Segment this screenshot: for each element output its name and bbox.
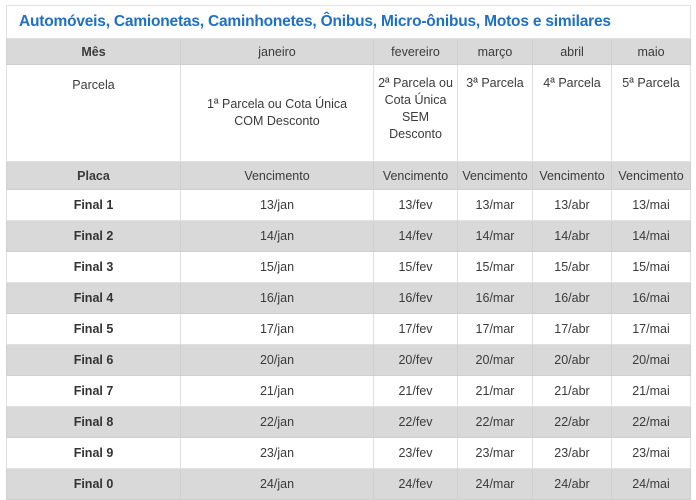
plate-label: Final 0 <box>6 468 181 500</box>
due-date-abril: 16/abr <box>532 282 612 314</box>
due-date-fevereiro: 15/fev <box>373 251 458 283</box>
installment-maio: 5ª Parcela <box>610 64 692 162</box>
due-date-marco: 22/mar <box>457 406 533 438</box>
header-label-mes: Mês <box>6 38 181 65</box>
plate-label: Final 5 <box>6 313 181 345</box>
header-vencimento-janeiro: Vencimento <box>180 161 374 190</box>
due-date-maio: 15/mai <box>610 251 692 283</box>
plate-label: Final 6 <box>6 344 181 376</box>
header-label-placa: Placa <box>6 161 181 190</box>
due-date-abril: 22/abr <box>532 406 612 438</box>
due-date-maio: 23/mai <box>610 437 692 469</box>
due-date-abril: 24/abr <box>532 468 612 500</box>
plate-label: Final 7 <box>6 375 181 407</box>
header-vencimento-marco: Vencimento <box>457 161 533 190</box>
due-date-marco: 20/mar <box>457 344 533 376</box>
header-vencimento-maio: Vencimento <box>610 161 692 190</box>
installment-header-row: Parcela 1ª Parcela ou Cota Única COM Des… <box>6 64 692 162</box>
header-month-fevereiro: fevereiro <box>373 38 458 65</box>
due-date-maio: 24/mai <box>610 468 692 500</box>
header-month-maio: maio <box>610 38 692 65</box>
due-date-marco: 16/mar <box>457 282 533 314</box>
due-date-fevereiro: 13/fev <box>373 189 458 221</box>
plate-label: Final 3 <box>6 251 181 283</box>
due-date-marco: 17/mar <box>457 313 533 345</box>
due-date-janeiro: 17/jan <box>180 313 374 345</box>
due-date-abril: 15/abr <box>532 251 612 283</box>
due-date-fevereiro: 22/fev <box>373 406 458 438</box>
due-date-janeiro: 14/jan <box>180 220 374 252</box>
plate-label: Final 4 <box>6 282 181 314</box>
due-date-fevereiro: 16/fev <box>373 282 458 314</box>
due-date-abril: 14/abr <box>532 220 612 252</box>
due-date-maio: 22/mai <box>610 406 692 438</box>
table-row: Final 9 23/jan 23/fev 23/mar 23/abr 23/m… <box>6 437 692 469</box>
due-date-fevereiro: 17/fev <box>373 313 458 345</box>
table-row: Final 5 17/jan 17/fev 17/mar 17/abr 17/m… <box>6 313 692 345</box>
due-date-maio: 13/mai <box>610 189 692 221</box>
table-row: Final 4 16/jan 16/fev 16/mar 16/abr 16/m… <box>6 282 692 314</box>
header-vencimento-abril: Vencimento <box>532 161 612 190</box>
due-date-marco: 23/mar <box>457 437 533 469</box>
header-vencimento-fevereiro: Vencimento <box>373 161 458 190</box>
table-title-cell: Automóveis, Camionetas, Caminhonetes, Ôn… <box>5 5 692 39</box>
header-month-abril: abril <box>532 38 612 65</box>
table-title-row: Automóveis, Camionetas, Caminhonetes, Ôn… <box>5 5 692 39</box>
due-date-marco: 15/mar <box>457 251 533 283</box>
due-date-maio: 20/mai <box>610 344 692 376</box>
table-row: Final 2 14/jan 14/fev 14/mar 14/abr 14/m… <box>6 220 692 252</box>
due-date-abril: 23/abr <box>532 437 612 469</box>
due-date-maio: 14/mai <box>610 220 692 252</box>
ipva-schedule-table: Automóveis, Camionetas, Caminhonetes, Ôn… <box>5 5 692 500</box>
due-date-janeiro: 22/jan <box>180 406 374 438</box>
installment-abril: 4ª Parcela <box>532 64 612 162</box>
plate-label: Final 8 <box>6 406 181 438</box>
due-date-abril: 17/abr <box>532 313 612 345</box>
due-date-janeiro: 21/jan <box>180 375 374 407</box>
header-month-janeiro: janeiro <box>180 38 374 65</box>
due-date-abril: 21/abr <box>532 375 612 407</box>
due-date-janeiro: 23/jan <box>180 437 374 469</box>
due-date-fevereiro: 24/fev <box>373 468 458 500</box>
due-date-maio: 21/mai <box>610 375 692 407</box>
page-title: Automóveis, Camionetas, Caminhonetes, Ôn… <box>19 13 611 30</box>
table-row: Final 3 15/jan 15/fev 15/mar 15/abr 15/m… <box>6 251 692 283</box>
due-date-fevereiro: 20/fev <box>373 344 458 376</box>
due-date-janeiro: 16/jan <box>180 282 374 314</box>
ipva-schedule-sheet: Automóveis, Camionetas, Caminhonetes, Ôn… <box>5 5 692 500</box>
due-date-janeiro: 24/jan <box>180 468 374 500</box>
due-date-fevereiro: 14/fev <box>373 220 458 252</box>
table-row: Final 7 21/jan 21/fev 21/mar 21/abr 21/m… <box>6 375 692 407</box>
header-month-marco: março <box>457 38 533 65</box>
due-date-maio: 16/mai <box>610 282 692 314</box>
due-date-janeiro: 15/jan <box>180 251 374 283</box>
due-date-marco: 13/mar <box>457 189 533 221</box>
due-date-abril: 20/abr <box>532 344 612 376</box>
installment-marco: 3ª Parcela <box>457 64 533 162</box>
table-row: Final 1 13/jan 13/fev 13/mar 13/abr 13/m… <box>6 189 692 221</box>
installment-fevereiro: 2ª Parcela ou Cota Única SEM Desconto <box>373 64 458 162</box>
plate-label: Final 2 <box>6 220 181 252</box>
due-date-janeiro: 20/jan <box>180 344 374 376</box>
due-date-abril: 13/abr <box>532 189 612 221</box>
due-date-marco: 14/mar <box>457 220 533 252</box>
due-date-fevereiro: 21/fev <box>373 375 458 407</box>
installment-janeiro: 1ª Parcela ou Cota Única COM Desconto <box>180 64 374 162</box>
due-date-header-row: Placa Vencimento Vencimento Vencimento V… <box>6 161 692 190</box>
due-date-fevereiro: 23/fev <box>373 437 458 469</box>
due-date-janeiro: 13/jan <box>180 189 374 221</box>
table-row: Final 6 20/jan 20/fev 20/mar 20/abr 20/m… <box>6 344 692 376</box>
due-date-marco: 21/mar <box>457 375 533 407</box>
plate-label: Final 1 <box>6 189 181 221</box>
table-row: Final 8 22/jan 22/fev 22/mar 22/abr 22/m… <box>6 406 692 438</box>
due-date-marco: 24/mar <box>457 468 533 500</box>
header-label-parcela: Parcela <box>6 64 181 162</box>
month-header-row: Mês janeiro fevereiro março abril maio <box>6 38 692 65</box>
due-date-maio: 17/mai <box>610 313 692 345</box>
table-row: Final 0 24/jan 24/fev 24/mar 24/abr 24/m… <box>6 468 692 500</box>
plate-label: Final 9 <box>6 437 181 469</box>
